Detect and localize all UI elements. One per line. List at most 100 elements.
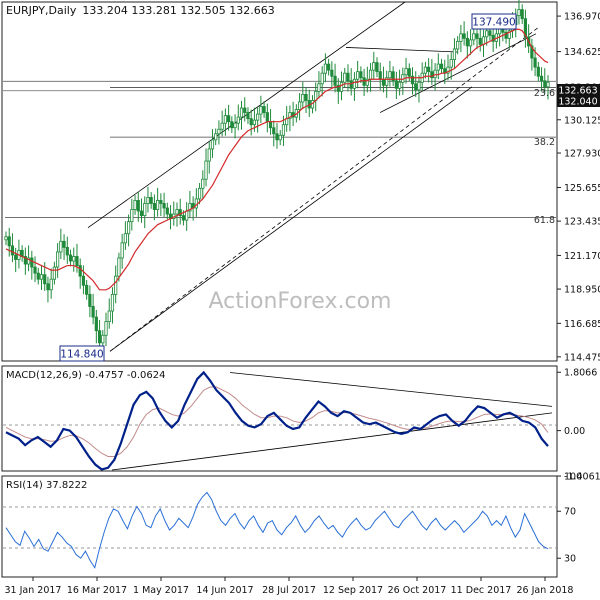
- candle-body: [517, 9, 521, 17]
- candle-body: [410, 75, 415, 85]
- macd-panel: MACD(12,26,9) -0.4757 -0.0624 1.8066 0.00…: [1, 365, 600, 483]
- candle-body: [459, 33, 463, 42]
- candle-body: [546, 81, 550, 88]
- candle-body: [349, 80, 353, 89]
- candle-body: [323, 63, 327, 74]
- candle-body: [368, 69, 373, 80]
- candle-body: [136, 200, 140, 212]
- candle-body: [539, 75, 544, 82]
- fib-label-23: 23.6: [534, 88, 555, 99]
- candle-body: [491, 34, 495, 42]
- candle-body: [259, 106, 263, 115]
- moving-average-line: [5, 28, 549, 291]
- candle-body: [375, 62, 379, 73]
- candle-body: [388, 71, 392, 79]
- candle-body: [397, 81, 402, 89]
- candle-body: [365, 78, 369, 86]
- candle-body: [456, 40, 460, 50]
- candle-body: [75, 256, 79, 266]
- date-tick-label: 14 Jun 2017: [196, 585, 253, 596]
- candle-body: [110, 293, 115, 312]
- candle-body: [488, 30, 492, 36]
- candle-body: [185, 210, 189, 221]
- price-label-2: 132.040: [558, 97, 597, 108]
- candle-body: [427, 66, 431, 73]
- candle-body: [217, 128, 221, 135]
- candle-body: [159, 200, 163, 204]
- macd-y-axis: 1.8066 0.00 -1.4061: [557, 368, 600, 483]
- channel-lower-line: [109, 86, 473, 352]
- candle-body: [339, 81, 344, 92]
- price-panel-frame: [1, 1, 558, 362]
- macd-trendline-upper: [229, 372, 553, 407]
- candle-body: [472, 33, 476, 41]
- candle-body: [175, 209, 179, 215]
- candle-body: [301, 94, 305, 103]
- candle-body: [404, 68, 408, 76]
- candle-body: [56, 251, 60, 268]
- candle-body: [446, 66, 450, 74]
- date-tick-label: 26 Jan 2018: [517, 585, 574, 596]
- candle-body: [436, 63, 440, 71]
- candle-body: [452, 48, 457, 60]
- candle-body: [243, 107, 247, 113]
- price-tick-label: 130.125: [564, 115, 600, 126]
- price-label-box-2: [557, 95, 600, 107]
- price-tick-label: 134.625: [564, 47, 600, 58]
- candle-body: [133, 200, 137, 210]
- trendline-dashed: [109, 25, 541, 352]
- candle-body: [268, 121, 273, 129]
- candle-body: [68, 254, 73, 262]
- candle-body: [252, 119, 257, 126]
- candle-body: [449, 59, 453, 68]
- candle-body: [233, 122, 237, 129]
- macd-tick-label: 0.00: [564, 426, 585, 437]
- candle-body: [275, 133, 279, 141]
- candle-body: [327, 63, 331, 71]
- candle-body: [507, 30, 511, 39]
- candle-body: [239, 107, 244, 118]
- rsi-panel-frame: [1, 475, 558, 578]
- candle-body: [381, 78, 386, 86]
- macd-trendline-lower: [111, 412, 553, 471]
- candle-body: [256, 113, 260, 121]
- price-tick-label: 125.655: [564, 183, 600, 194]
- candle-body: [297, 101, 302, 110]
- candle-body: [65, 246, 69, 256]
- date-tick-label: 26 Oct 2017: [388, 585, 447, 596]
- candle-body: [85, 284, 89, 295]
- candle-body: [39, 274, 44, 280]
- candle-body: [485, 30, 489, 38]
- candle-body: [101, 334, 105, 344]
- candle-body: [385, 77, 389, 86]
- watermark: ActionForex.com: [209, 289, 392, 314]
- candle-body: [146, 197, 150, 204]
- candle-body: [143, 203, 147, 216]
- candle-body: [207, 148, 211, 162]
- candle-body: [356, 71, 360, 80]
- candle-body: [533, 57, 537, 68]
- candle-body: [272, 127, 276, 135]
- candle-body: [304, 94, 308, 101]
- candle-body: [391, 71, 395, 82]
- candle-body: [462, 33, 466, 39]
- candle-body: [236, 116, 240, 124]
- macd-title: MACD(12,26,9) -0.4757 -0.0624: [6, 370, 166, 381]
- candle-body: [197, 187, 202, 200]
- candle-body: [214, 133, 218, 141]
- candle-body: [152, 203, 157, 210]
- candle-body: [407, 68, 411, 77]
- rsi-title: RSI(14) 37.8222: [6, 480, 87, 491]
- rsi-line: [5, 491, 549, 569]
- candle-body: [362, 77, 366, 86]
- candle-body: [149, 197, 153, 204]
- candle-body: [204, 160, 208, 180]
- candle-body: [227, 115, 231, 123]
- candle-body: [33, 266, 37, 274]
- candle-body: [523, 18, 528, 38]
- candle-body: [504, 31, 508, 39]
- candle-body: [359, 71, 363, 79]
- candle-body: [188, 203, 192, 212]
- candle-body: [423, 66, 428, 74]
- candle-body: [478, 37, 482, 45]
